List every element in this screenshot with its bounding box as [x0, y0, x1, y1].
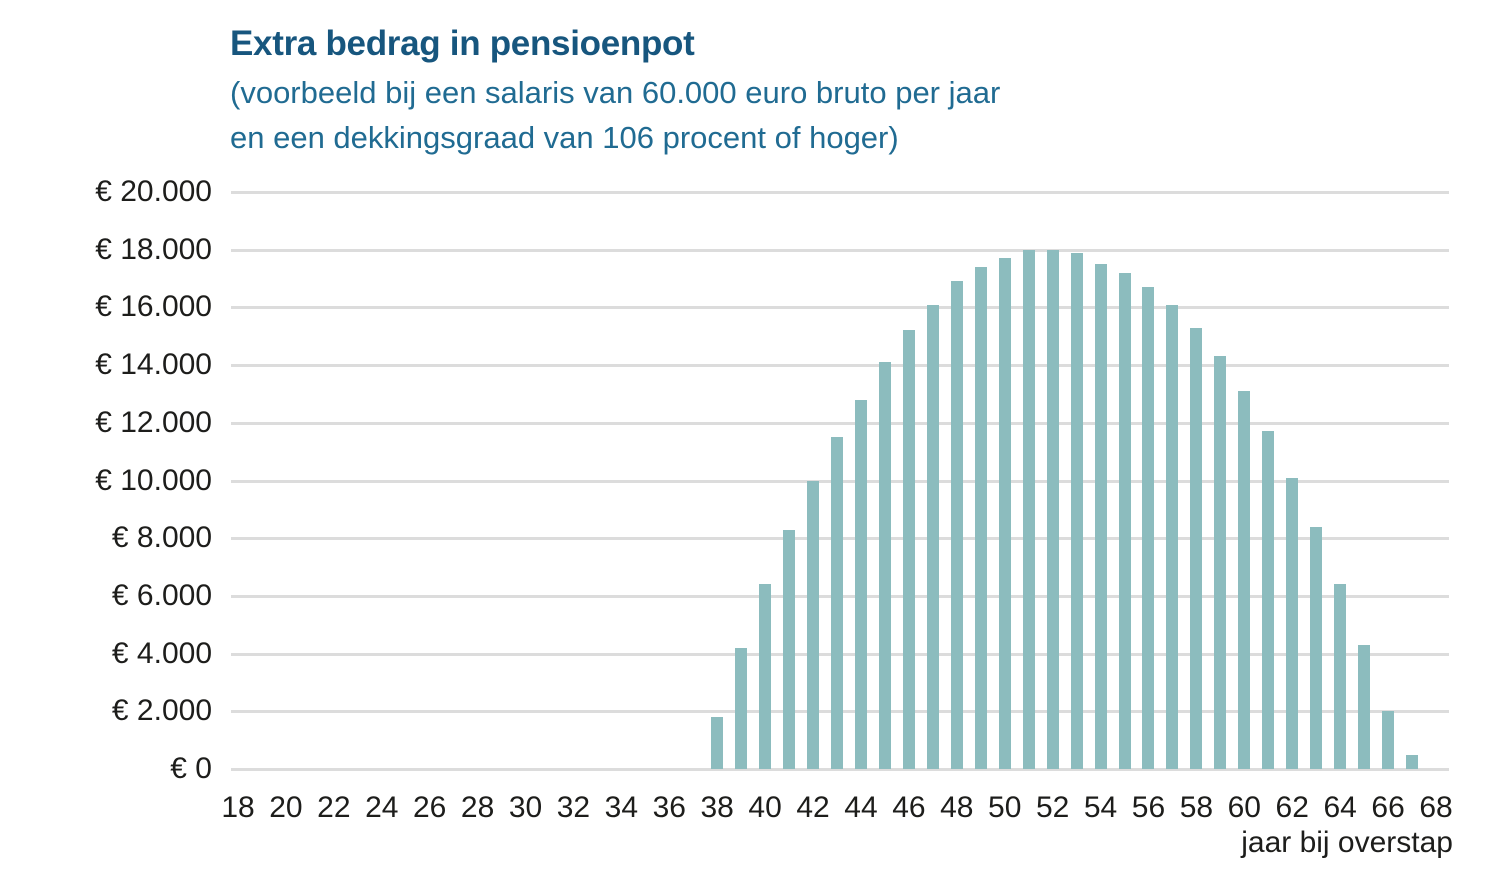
chart-subtitle-line-2: en een dekkingsgraad van 106 procent of …	[230, 120, 899, 155]
bar-age-63	[1310, 526, 1323, 769]
gridline-0	[231, 768, 1449, 771]
x-tick-label-36: 36	[652, 791, 686, 824]
y-tick-label-14000: € 14.000	[95, 348, 212, 382]
bar-age-40	[759, 584, 772, 769]
gridline-14000	[231, 364, 1449, 368]
x-tick-label-42: 42	[796, 791, 830, 824]
bar-age-58	[1190, 327, 1203, 769]
x-tick-label-18: 18	[221, 791, 255, 824]
x-tick-label-24: 24	[365, 791, 399, 824]
x-tick-label-62: 62	[1275, 791, 1309, 824]
bar-age-43	[831, 437, 843, 769]
chart-title: Extra bedrag in pensioenpot	[230, 24, 695, 63]
bar-age-59	[1214, 356, 1227, 769]
y-tick-label-10000: € 10.000	[95, 463, 212, 497]
bar-age-55	[1118, 272, 1131, 769]
x-tick-label-58: 58	[1179, 791, 1214, 824]
gridline-16000	[231, 306, 1449, 310]
y-tick-label-20000: € 20.000	[95, 175, 212, 208]
chart-subtitle-line-1: (voorbeeld bij een salaris van 60.000 eu…	[230, 75, 1001, 110]
x-tick-label-28: 28	[460, 791, 495, 824]
x-tick-label-44: 44	[844, 791, 878, 824]
bar-age-66	[1382, 711, 1395, 769]
bar-age-60	[1238, 391, 1251, 769]
chart-subtitle: (voorbeeld bij een salaris van 60.000 eu…	[230, 70, 1000, 160]
bar-age-61	[1262, 431, 1275, 769]
bar-age-65	[1358, 644, 1371, 769]
y-tick-label-4000: € 4.000	[111, 636, 212, 670]
bar-age-44	[854, 399, 867, 769]
x-tick-label-22: 22	[317, 791, 351, 824]
y-tick-label-16000: € 16.000	[95, 290, 212, 324]
bar-age-42	[807, 480, 820, 769]
x-tick-label-46: 46	[892, 791, 926, 824]
x-tick-label-56: 56	[1131, 791, 1166, 824]
gridline-20000	[231, 191, 1449, 194]
bar-age-48	[950, 281, 963, 769]
bar-age-39	[735, 647, 748, 769]
bar-age-41	[783, 529, 796, 769]
x-tick-label-66: 66	[1371, 791, 1405, 824]
bar-age-49	[974, 267, 987, 769]
bar-age-51	[1022, 249, 1035, 769]
x-tick-label-54: 54	[1083, 791, 1118, 824]
bar-age-47	[926, 304, 939, 769]
x-tick-label-60: 60	[1227, 791, 1261, 824]
x-tick-label-50: 50	[988, 791, 1022, 824]
x-tick-label-38: 38	[700, 791, 734, 824]
x-tick-label-64: 64	[1323, 791, 1357, 824]
x-tick-label-32: 32	[556, 791, 591, 824]
bar-age-50	[998, 258, 1011, 769]
bar-age-52	[1046, 249, 1059, 769]
bar-age-67	[1406, 754, 1419, 769]
x-axis-title: jaar bij overstap	[1241, 826, 1453, 859]
bar-age-62	[1286, 477, 1299, 769]
y-tick-label-2000: € 2.000	[111, 694, 212, 728]
bar-age-46	[902, 330, 915, 769]
bar-age-64	[1334, 584, 1347, 769]
x-tick-label-34: 34	[604, 791, 639, 824]
x-tick-label-52: 52	[1035, 791, 1070, 824]
bar-age-53	[1070, 252, 1083, 769]
bar-age-56	[1142, 287, 1155, 769]
y-axis-labels: € 20.000 € 18.000 € 16.000 € 14.000 € 12.000…	[0, 0, 212, 888]
x-tick-label-40: 40	[748, 791, 782, 824]
x-tick-label-48: 48	[940, 791, 974, 824]
x-tick-label-30: 30	[508, 791, 543, 824]
bar-age-57	[1166, 304, 1179, 769]
x-tick-label-68: 68	[1419, 791, 1453, 824]
y-tick-label-8000: € 8.000	[111, 521, 212, 555]
bar-age-54	[1094, 264, 1107, 769]
y-tick-label-18000: € 18.000	[95, 232, 212, 266]
gridline-12000	[231, 421, 1449, 425]
gridline-18000	[231, 248, 1449, 252]
y-tick-label-12000: € 12.000	[95, 405, 212, 439]
y-tick-label-0: € 0	[170, 752, 212, 785]
x-tick-label-20: 20	[269, 791, 303, 824]
bar-age-38	[711, 717, 724, 769]
y-tick-label-6000: € 6.000	[111, 578, 212, 612]
x-tick-label-26: 26	[412, 791, 447, 824]
bar-age-45	[878, 362, 891, 769]
plot-area	[231, 191, 1449, 771]
